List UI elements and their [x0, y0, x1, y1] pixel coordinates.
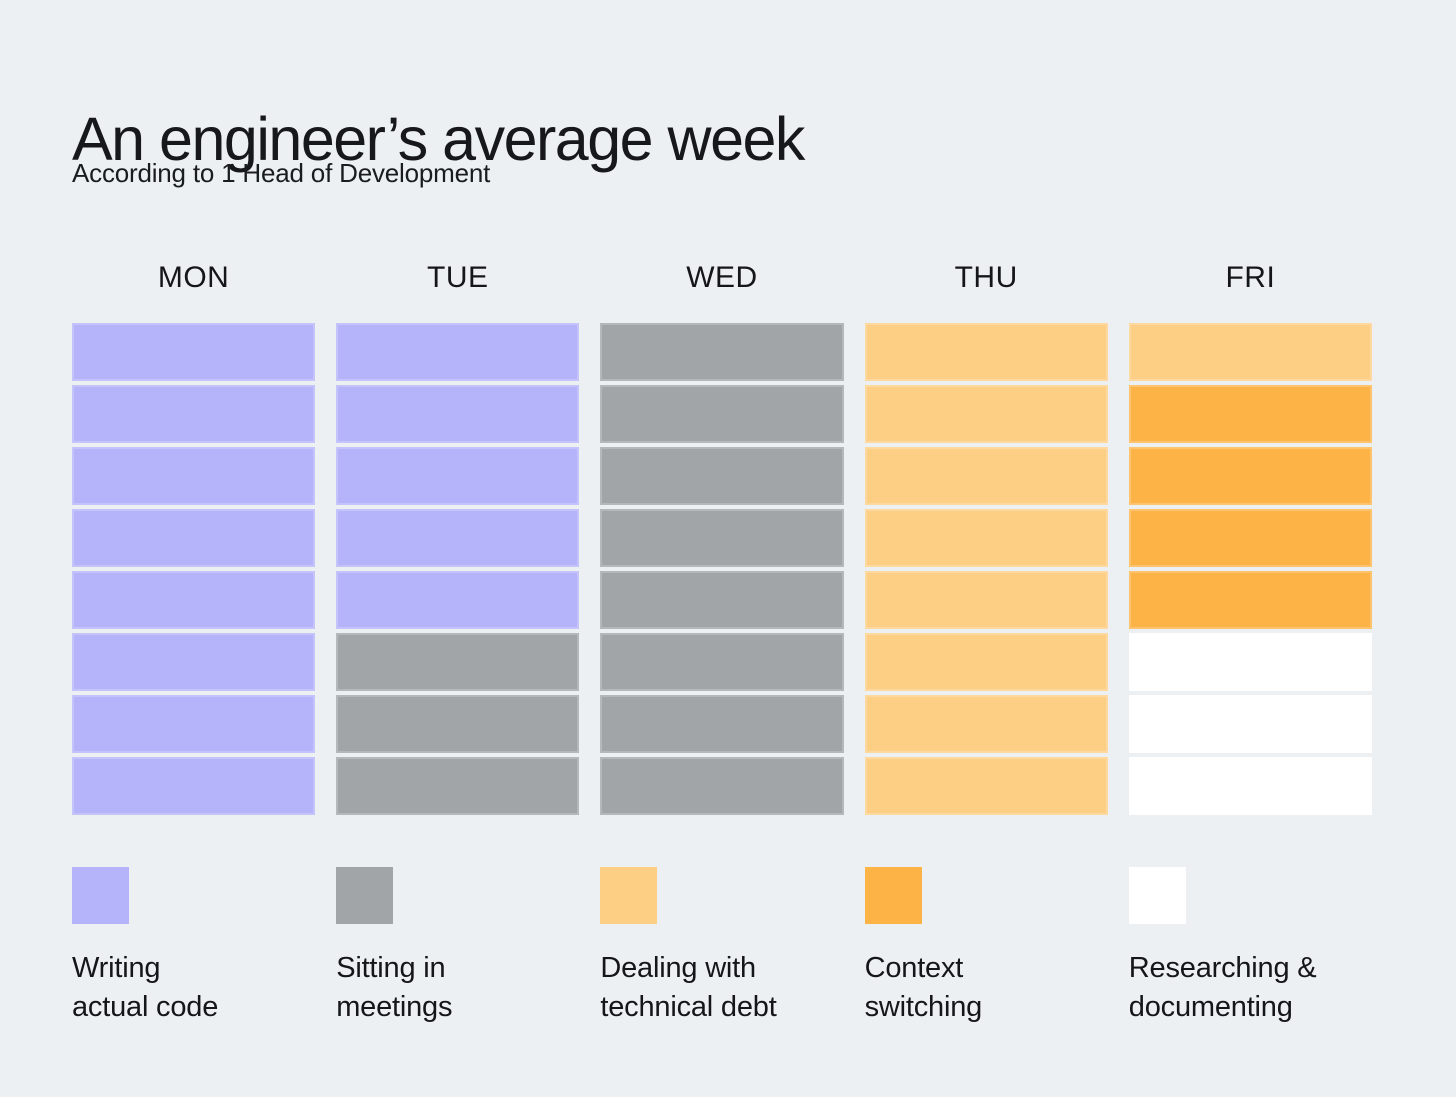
schedule-cell	[600, 633, 844, 691]
schedule-cell	[600, 385, 844, 443]
schedule-cell	[72, 385, 316, 443]
schedule-cell	[864, 509, 1108, 567]
week-board: MON TUE WED THU FRI	[72, 260, 1372, 815]
schedule-cell	[1128, 695, 1372, 753]
schedule-cell	[600, 509, 844, 567]
schedule-cell	[336, 385, 580, 443]
schedule-cell	[1128, 385, 1372, 443]
legend-label-line: actual code	[72, 991, 219, 1023]
day-header-tue: TUE	[427, 261, 489, 294]
legend-label-line: technical debt	[600, 991, 777, 1023]
legend-label-line: switching	[864, 991, 983, 1023]
legend-item-context_switching: Context switching	[864, 867, 1108, 1027]
legend-label-line: Writing	[72, 952, 161, 984]
legend-swatch-tech_debt	[600, 867, 658, 924]
legend-swatch-meetings	[336, 867, 394, 924]
legend-label-line: meetings	[336, 991, 453, 1023]
legend-label-meetings: Sitting in meetings	[336, 949, 579, 1027]
legend-item-tech_debt: Dealing with technical debt	[600, 867, 843, 1027]
legend-label-line: Context	[864, 952, 964, 984]
schedule-cell	[864, 757, 1108, 815]
schedule-cell	[864, 633, 1108, 691]
schedule-cell	[864, 695, 1108, 753]
schedule-cell	[72, 323, 316, 381]
schedule-cell	[600, 447, 844, 505]
schedule-cell	[864, 571, 1108, 629]
legend-label-tech_debt: Dealing with technical debt	[600, 949, 843, 1027]
legend-item-researching: Researching & documenting	[1128, 867, 1372, 1027]
day-cells-thu	[864, 323, 1108, 815]
legend-label-line: Dealing with	[600, 952, 756, 984]
schedule-cell	[72, 695, 316, 753]
day-cells-tue	[336, 323, 580, 815]
schedule-cell	[336, 695, 580, 753]
legend-label-line: Researching &	[1128, 952, 1317, 984]
legend-swatch-researching	[1128, 867, 1186, 924]
legend-item-meetings: Sitting in meetings	[336, 867, 579, 1027]
schedule-cell	[1128, 323, 1372, 381]
schedule-cell	[864, 323, 1108, 381]
schedule-cell	[600, 571, 844, 629]
page-subtitle: According to 1 Head of Development	[72, 158, 491, 188]
day-cells-wed	[600, 323, 844, 815]
schedule-cell	[72, 571, 316, 629]
legend-swatch-context_switching	[864, 867, 922, 924]
schedule-cell	[1128, 633, 1372, 691]
schedule-cell	[336, 509, 580, 567]
schedule-cell	[1128, 757, 1372, 815]
day-column-fri: FRI	[1128, 260, 1372, 815]
day-column-mon: MON	[72, 260, 316, 815]
day-column-wed: WED	[600, 260, 844, 815]
page-title: An engineer’s average week	[72, 104, 805, 173]
schedule-cell	[72, 633, 316, 691]
legend: Writing actual code Sitting in meetings Deal…	[72, 867, 1372, 1027]
schedule-cell	[336, 447, 580, 505]
day-column-thu: THU	[864, 260, 1108, 815]
legend-item-writing_code: Writing actual code	[72, 867, 315, 1027]
schedule-cell	[336, 633, 580, 691]
legend-label-researching: Researching & documenting	[1129, 949, 1372, 1027]
day-cells-mon	[72, 323, 316, 815]
schedule-cell	[336, 757, 580, 815]
legend-swatch-writing_code	[72, 867, 129, 924]
schedule-cell	[1128, 509, 1372, 567]
schedule-cell	[1128, 571, 1372, 629]
day-header-thu: THU	[954, 261, 1018, 294]
day-header-mon: MON	[157, 261, 230, 294]
day-header-wed: WED	[686, 261, 758, 294]
legend-label-line: Sitting in	[336, 952, 446, 984]
schedule-cell	[72, 757, 316, 815]
schedule-cell	[600, 695, 844, 753]
day-header-fri: FRI	[1225, 261, 1276, 294]
schedule-cell	[336, 323, 580, 381]
schedule-cell	[336, 571, 580, 629]
legend-label-context_switching: Context switching	[865, 949, 1108, 1027]
schedule-cell	[600, 757, 844, 815]
schedule-cell	[600, 323, 844, 381]
schedule-cell	[864, 385, 1108, 443]
schedule-cell	[864, 447, 1108, 505]
legend-label-writing_code: Writing actual code	[72, 949, 315, 1027]
day-cells-fri	[1128, 323, 1372, 815]
schedule-cell	[1128, 447, 1372, 505]
schedule-cell	[72, 447, 316, 505]
legend-label-line: documenting	[1128, 991, 1293, 1023]
day-column-tue: TUE	[336, 260, 580, 815]
schedule-cell	[72, 509, 316, 567]
